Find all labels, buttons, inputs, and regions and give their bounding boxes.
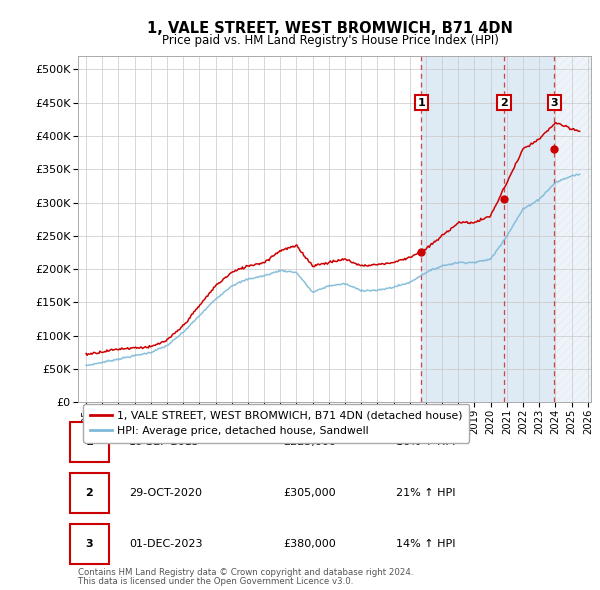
Text: 16% ↑ HPI: 16% ↑ HPI	[396, 437, 455, 447]
Text: 14% ↑ HPI: 14% ↑ HPI	[396, 539, 455, 549]
Bar	[421, 56, 554, 402]
Text: This data is licensed under the Open Government Licence v3.0.: This data is licensed under the Open Gov…	[78, 578, 353, 586]
Text: 3: 3	[85, 539, 93, 549]
Legend: 1, VALE STREET, WEST BROMWICH, B71 4DN (detached house), HPI: Average price, det: 1, VALE STREET, WEST BROMWICH, B71 4DN (…	[83, 404, 469, 442]
FancyBboxPatch shape	[70, 422, 109, 463]
FancyBboxPatch shape	[70, 473, 109, 513]
Text: 29-OCT-2020: 29-OCT-2020	[130, 488, 202, 498]
Text: 1: 1	[85, 437, 93, 447]
Text: 2: 2	[500, 98, 508, 107]
Bar	[554, 56, 591, 402]
Text: Contains HM Land Registry data © Crown copyright and database right 2024.: Contains HM Land Registry data © Crown c…	[78, 568, 413, 577]
Text: 3: 3	[550, 98, 558, 107]
FancyBboxPatch shape	[70, 524, 109, 564]
Text: 16-SEP-2015: 16-SEP-2015	[130, 437, 200, 447]
Text: 01-DEC-2023: 01-DEC-2023	[130, 539, 203, 549]
Text: £225,000: £225,000	[283, 437, 336, 447]
Text: £380,000: £380,000	[283, 539, 336, 549]
Text: 2: 2	[85, 488, 93, 498]
Text: 21% ↑ HPI: 21% ↑ HPI	[396, 488, 455, 498]
Text: 1, VALE STREET, WEST BROMWICH, B71 4DN: 1, VALE STREET, WEST BROMWICH, B71 4DN	[147, 21, 513, 35]
Text: Price paid vs. HM Land Registry's House Price Index (HPI): Price paid vs. HM Land Registry's House …	[161, 34, 499, 47]
Text: 1: 1	[418, 98, 425, 107]
Text: £305,000: £305,000	[283, 488, 336, 498]
